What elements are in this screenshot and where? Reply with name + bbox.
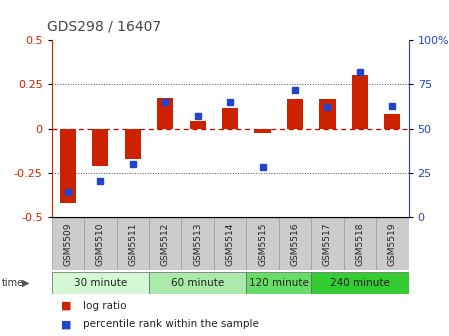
Text: GSM5509: GSM5509 xyxy=(63,223,72,266)
Bar xyxy=(247,218,279,270)
Bar xyxy=(319,99,335,128)
Bar xyxy=(52,272,149,294)
Text: log ratio: log ratio xyxy=(83,301,127,311)
Bar xyxy=(52,218,84,270)
Bar xyxy=(311,218,343,270)
Bar xyxy=(287,99,303,128)
Bar xyxy=(352,75,368,128)
Text: GSM5518: GSM5518 xyxy=(356,223,365,266)
Text: 30 minute: 30 minute xyxy=(74,278,127,288)
Text: GSM5516: GSM5516 xyxy=(291,223,299,266)
Text: ■: ■ xyxy=(61,301,71,311)
Bar xyxy=(214,218,247,270)
Text: GSM5514: GSM5514 xyxy=(225,223,235,266)
Bar xyxy=(92,128,108,166)
Bar xyxy=(343,218,376,270)
Bar xyxy=(189,121,206,128)
Bar xyxy=(117,218,149,270)
Text: ■: ■ xyxy=(61,319,71,329)
Bar xyxy=(84,218,117,270)
Text: 120 minute: 120 minute xyxy=(249,278,309,288)
Text: GDS298 / 16407: GDS298 / 16407 xyxy=(47,19,161,34)
Bar xyxy=(311,272,409,294)
Text: 240 minute: 240 minute xyxy=(330,278,390,288)
Text: 60 minute: 60 minute xyxy=(171,278,224,288)
Text: GSM5517: GSM5517 xyxy=(323,223,332,266)
Bar xyxy=(255,128,271,133)
Bar xyxy=(279,218,311,270)
Text: GSM5513: GSM5513 xyxy=(193,223,202,266)
Bar xyxy=(60,128,76,203)
Text: time: time xyxy=(2,278,24,288)
Bar xyxy=(149,272,247,294)
Text: GSM5519: GSM5519 xyxy=(388,223,397,266)
Text: GSM5510: GSM5510 xyxy=(96,223,105,266)
Bar xyxy=(384,114,401,128)
Text: ▶: ▶ xyxy=(22,278,29,288)
Bar xyxy=(222,108,238,128)
Bar xyxy=(149,218,181,270)
Text: GSM5512: GSM5512 xyxy=(161,223,170,266)
Bar xyxy=(247,272,311,294)
Bar xyxy=(125,128,141,159)
Text: GSM5511: GSM5511 xyxy=(128,223,137,266)
Bar xyxy=(157,98,173,128)
Text: GSM5515: GSM5515 xyxy=(258,223,267,266)
Text: percentile rank within the sample: percentile rank within the sample xyxy=(83,319,259,329)
Bar xyxy=(376,218,409,270)
Bar xyxy=(181,218,214,270)
